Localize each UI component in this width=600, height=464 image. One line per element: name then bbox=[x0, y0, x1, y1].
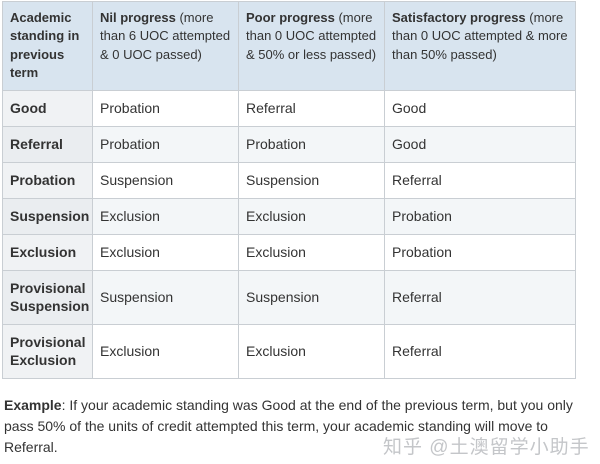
table-row: Provisional Exclusion Exclusion Exclusio… bbox=[2, 323, 576, 379]
cell-nil: Exclusion bbox=[92, 323, 239, 379]
cell-satisfactory: Probation bbox=[384, 233, 576, 271]
header-standing-label: Academic standing in previous term bbox=[10, 10, 80, 81]
header-poor-label: Poor progress bbox=[246, 10, 335, 25]
cell-poor: Exclusion bbox=[238, 197, 385, 235]
cell-nil: Probation bbox=[92, 89, 239, 127]
header-row: Academic standing in previous term Nil p… bbox=[2, 1, 576, 91]
example-note: Example: If your academic standing was G… bbox=[4, 395, 592, 458]
row-standing: Good bbox=[2, 89, 93, 127]
header-nil-detail: (more than 6 UOC attempted & 0 UOC passe… bbox=[100, 10, 231, 62]
header-nil-progress: Nil progress (more than 6 UOC attempted … bbox=[92, 1, 239, 91]
header-satisfactory-progress: Satisfactory progress (more than 0 UOC a… bbox=[384, 1, 576, 91]
table-row: Provisional Suspension Suspension Suspen… bbox=[2, 269, 576, 325]
cell-poor: Suspension bbox=[238, 161, 385, 199]
cell-poor: Exclusion bbox=[238, 323, 385, 379]
table-row: Probation Suspension Suspension Referral bbox=[2, 161, 576, 199]
header-poor-detail: (more than 0 UOC attempted & 50% or less… bbox=[246, 10, 377, 62]
cell-poor: Suspension bbox=[238, 269, 385, 325]
header-satisfactory-label: Satisfactory progress bbox=[392, 10, 526, 25]
table-row: Good Probation Referral Good bbox=[2, 89, 576, 127]
academic-standing-table: Academic standing in previous term Nil p… bbox=[2, 1, 576, 379]
cell-satisfactory: Referral bbox=[384, 323, 576, 379]
header-satisfactory-detail: (more than 0 UOC attempted & more than 5… bbox=[392, 10, 568, 62]
cell-nil: Probation bbox=[92, 125, 239, 163]
cell-satisfactory: Referral bbox=[384, 161, 576, 199]
cell-poor: Exclusion bbox=[238, 233, 385, 271]
table-row: Exclusion Exclusion Exclusion Probation bbox=[2, 233, 576, 271]
cell-satisfactory: Referral bbox=[384, 269, 576, 325]
table-header: Academic standing in previous term Nil p… bbox=[2, 1, 576, 91]
row-standing: Provisional Exclusion bbox=[2, 323, 93, 379]
example-label: Example bbox=[4, 396, 62, 413]
cell-poor: Probation bbox=[238, 125, 385, 163]
example-text: : If your academic standing was Good at … bbox=[4, 396, 573, 455]
row-standing: Suspension bbox=[2, 197, 93, 235]
header-poor-progress: Poor progress (more than 0 UOC attempted… bbox=[238, 1, 385, 91]
cell-satisfactory: Probation bbox=[384, 197, 576, 235]
table-row: Suspension Exclusion Exclusion Probation bbox=[2, 197, 576, 235]
cell-poor: Referral bbox=[238, 89, 385, 127]
row-standing: Exclusion bbox=[2, 233, 93, 271]
table-row: Referral Probation Probation Good bbox=[2, 125, 576, 163]
cell-nil: Suspension bbox=[92, 161, 239, 199]
header-standing: Academic standing in previous term bbox=[2, 1, 93, 91]
cell-nil: Suspension bbox=[92, 269, 239, 325]
row-standing: Probation bbox=[2, 161, 93, 199]
cell-nil: Exclusion bbox=[92, 233, 239, 271]
row-standing: Referral bbox=[2, 125, 93, 163]
cell-satisfactory: Good bbox=[384, 89, 576, 127]
header-nil-label: Nil progress bbox=[100, 10, 176, 25]
row-standing: Provisional Suspension bbox=[2, 269, 93, 325]
cell-satisfactory: Good bbox=[384, 125, 576, 163]
cell-nil: Exclusion bbox=[92, 197, 239, 235]
table-body: Good Probation Referral Good Referral Pr… bbox=[2, 89, 576, 379]
